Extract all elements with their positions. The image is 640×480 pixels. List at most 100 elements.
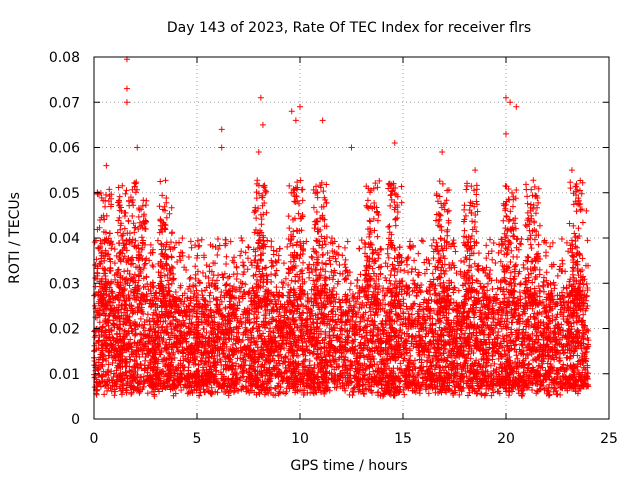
data-point [198, 287, 205, 294]
data-point [146, 321, 153, 328]
data-point [258, 363, 265, 370]
data-point [441, 372, 448, 379]
data-point [584, 362, 591, 369]
data-point [229, 359, 236, 366]
data-point [484, 287, 491, 294]
data-point [144, 390, 151, 397]
data-point [585, 370, 592, 377]
data-point [238, 284, 245, 291]
data-point [344, 357, 351, 364]
data-point [110, 335, 117, 342]
data-point [123, 358, 130, 365]
data-point [329, 353, 336, 360]
data-point [101, 391, 108, 398]
data-point [442, 363, 449, 370]
data-point [279, 284, 286, 291]
data-point [409, 387, 416, 394]
data-point [185, 364, 192, 371]
data-point [136, 390, 143, 397]
data-point [170, 392, 177, 399]
data-point [540, 288, 547, 295]
data-point [137, 374, 144, 381]
data-point [391, 351, 398, 358]
data-point [121, 355, 128, 362]
data-point [110, 321, 117, 328]
data-point [272, 385, 279, 392]
data-point [415, 328, 422, 335]
data-point [478, 391, 485, 398]
data-point [545, 290, 552, 297]
data-point [387, 356, 394, 363]
data-point [251, 367, 258, 374]
data-point [273, 284, 280, 291]
data-point [222, 304, 229, 311]
data-point [464, 392, 471, 399]
data-point [306, 357, 313, 364]
data-point [207, 289, 214, 296]
data-point [489, 285, 496, 292]
data-point [236, 298, 243, 305]
data-point [491, 360, 498, 367]
data-point [156, 388, 163, 395]
data-point [487, 362, 494, 369]
data-point [416, 303, 423, 310]
data-point [516, 281, 523, 288]
data-point [305, 377, 312, 384]
data-point [331, 366, 338, 373]
data-point [529, 387, 536, 394]
data-point [428, 296, 435, 303]
data-point [524, 351, 531, 358]
data-point [540, 358, 547, 365]
data-point [234, 355, 241, 362]
data-point [208, 384, 215, 391]
data-point [137, 315, 144, 322]
data-point [555, 331, 562, 338]
data-point [546, 391, 553, 398]
data-point [556, 358, 563, 365]
data-point [96, 319, 103, 326]
data-point [529, 330, 536, 337]
data-point [178, 387, 185, 394]
data-point [361, 375, 368, 382]
chart-title: Day 143 of 2023, Rate Of TEC Index for r… [167, 20, 531, 36]
data-point [407, 352, 414, 359]
data-point [477, 364, 484, 371]
data-point [134, 303, 141, 310]
data-point [462, 368, 469, 375]
data-point [109, 383, 116, 390]
data-point [172, 288, 179, 295]
data-point [485, 374, 492, 381]
data-point [111, 392, 118, 399]
data-point [430, 352, 437, 359]
data-point [105, 361, 112, 368]
data-point [316, 360, 323, 367]
data-point [457, 361, 464, 368]
data-point [217, 358, 224, 365]
data-point [516, 359, 523, 366]
data-point [272, 364, 279, 371]
data-points [91, 56, 592, 400]
data-point [557, 391, 564, 398]
data-point [230, 389, 237, 396]
data-point [398, 365, 405, 372]
data-point [449, 306, 456, 313]
data-point [357, 339, 364, 346]
data-point [539, 282, 546, 289]
data-point [191, 290, 198, 297]
data-point [206, 292, 213, 299]
data-point [211, 364, 218, 371]
data-point [128, 390, 135, 397]
data-point [242, 357, 249, 364]
data-point [397, 360, 404, 367]
data-point [207, 363, 214, 370]
data-point [349, 291, 356, 298]
data-point [509, 388, 516, 395]
data-point [109, 359, 116, 366]
data-point [580, 281, 587, 288]
data-point [164, 378, 171, 385]
data-point [366, 371, 373, 378]
data-point [425, 390, 432, 397]
data-point [199, 364, 206, 371]
data-point [464, 323, 471, 330]
